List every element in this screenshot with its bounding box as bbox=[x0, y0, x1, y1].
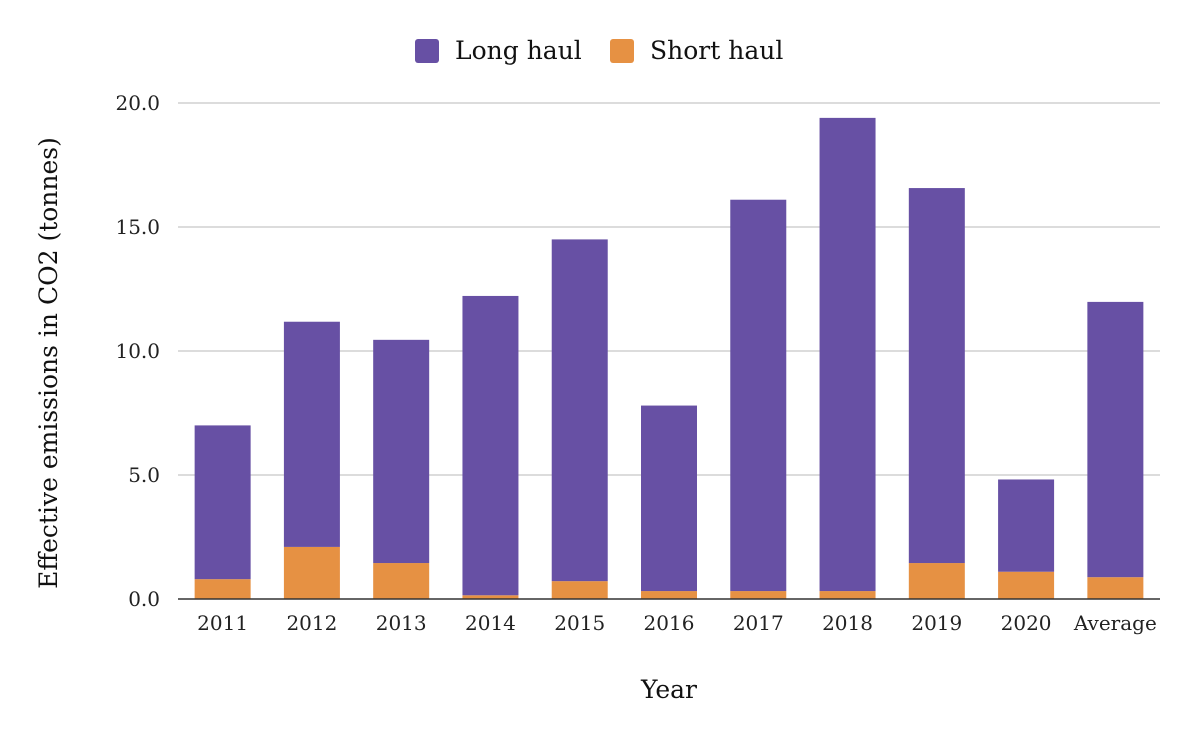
x-tick-label-2011: 2011 bbox=[197, 611, 248, 635]
bar-short-haul-2018 bbox=[819, 591, 876, 599]
bar-short-haul-2019 bbox=[908, 563, 965, 599]
bar-long-haul-2011 bbox=[194, 425, 251, 580]
bar-long-haul-2017 bbox=[730, 199, 787, 592]
legend-swatch-short-haul bbox=[610, 39, 634, 63]
bar-short-haul-2011 bbox=[194, 579, 251, 599]
x-axis-ticks: 2011 2012 2013 2014 2015 2016 2017 2018 2019 2020… bbox=[197, 611, 1157, 635]
x-tick-label-average: Average bbox=[1073, 611, 1157, 635]
y-tick-label-5-0: 5.0 bbox=[128, 463, 160, 487]
bar-short-haul-2012 bbox=[283, 546, 340, 599]
x-tick-label-2015: 2015 bbox=[554, 611, 605, 635]
y-tick-label-10-0: 10.0 bbox=[115, 339, 160, 363]
bar-short-haul-2014 bbox=[462, 595, 519, 599]
bar-short-haul-2015 bbox=[551, 581, 608, 599]
x-tick-label-2019: 2019 bbox=[911, 611, 962, 635]
bars bbox=[194, 117, 1144, 599]
x-tick-label-2013: 2013 bbox=[376, 611, 427, 635]
y-tick-label-20-0: 20.0 bbox=[115, 91, 160, 115]
bar-short-haul-2020 bbox=[998, 571, 1055, 599]
y-axis-ticks: 0.0 5.0 10.0 15.0 20.0 bbox=[115, 91, 160, 611]
x-axis-title: Year bbox=[640, 675, 697, 704]
bar-long-haul-2016 bbox=[641, 405, 697, 592]
x-tick-label-2016: 2016 bbox=[644, 611, 695, 635]
x-tick-label-2014: 2014 bbox=[465, 611, 516, 635]
y-tick-label-15-0: 15.0 bbox=[115, 215, 160, 239]
bar-long-haul-2014 bbox=[462, 295, 519, 596]
y-axis-title: Effective emissions in CO2 (tonnes) bbox=[34, 137, 63, 589]
bar-short-haul-average bbox=[1087, 577, 1144, 599]
bar-long-haul-2015 bbox=[551, 239, 608, 582]
bar-long-haul-2020 bbox=[998, 479, 1055, 572]
bar-short-haul-2013 bbox=[373, 563, 430, 599]
bar-short-haul-2016 bbox=[641, 591, 697, 599]
x-tick-label-2012: 2012 bbox=[286, 611, 337, 635]
bar-long-haul-2013 bbox=[373, 339, 430, 564]
x-tick-label-2020: 2020 bbox=[1001, 611, 1052, 635]
legend-label-short-haul: Short haul bbox=[650, 36, 783, 65]
bar-short-haul-2017 bbox=[730, 591, 787, 599]
x-tick-label-2018: 2018 bbox=[822, 611, 873, 635]
bar-long-haul-2019 bbox=[908, 188, 965, 564]
legend: Long haul Short haul bbox=[415, 36, 783, 65]
y-tick-label-0-0: 0.0 bbox=[128, 587, 160, 611]
bar-long-haul-2018 bbox=[819, 117, 876, 592]
legend-label-long-haul: Long haul bbox=[455, 36, 582, 65]
bar-long-haul-average bbox=[1087, 301, 1144, 578]
bar-long-haul-2012 bbox=[283, 321, 340, 547]
x-tick-label-2017: 2017 bbox=[733, 611, 784, 635]
legend-swatch-long-haul bbox=[415, 39, 439, 63]
